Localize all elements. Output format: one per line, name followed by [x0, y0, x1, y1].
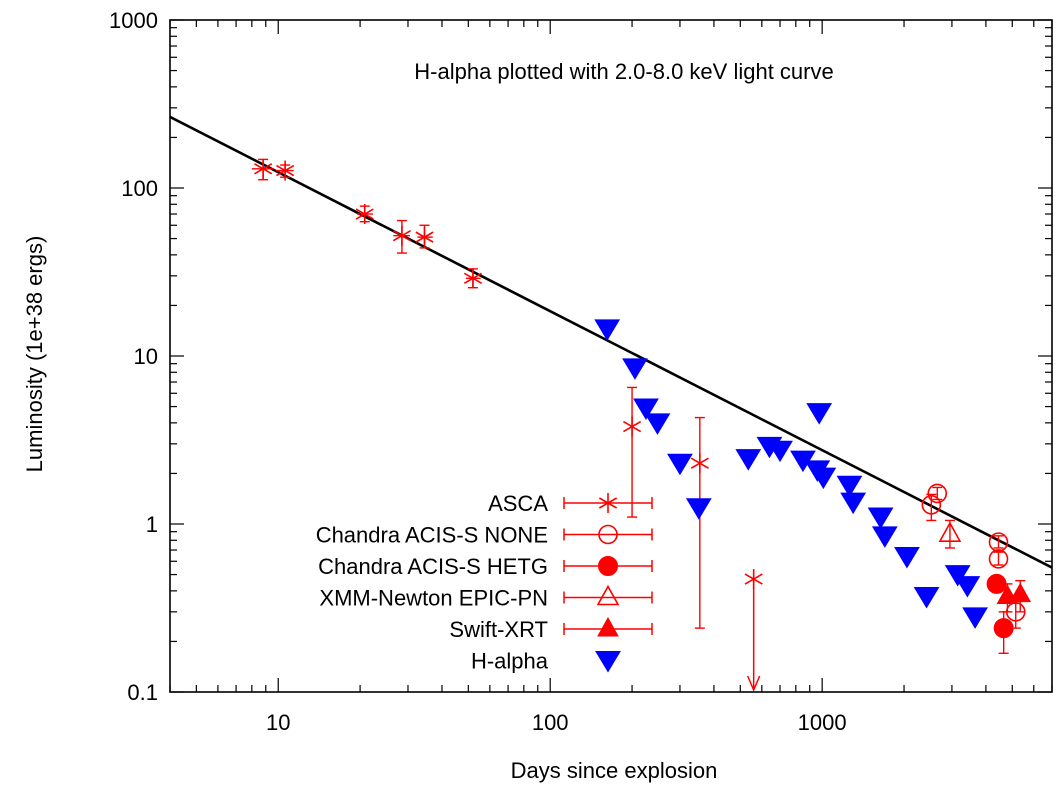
legend-label-swift-xrt: Swift-XRT [449, 617, 548, 642]
h-alpha-point [954, 576, 981, 598]
legend-label-asca: ASCA [488, 491, 548, 516]
x-tick-label: 100 [532, 710, 569, 735]
h-alpha-point [644, 413, 671, 435]
chandra-acis-s-none-point [988, 532, 1009, 552]
asca-point [744, 569, 763, 590]
chandra-acis-s-none-point [988, 549, 1009, 569]
chandra-acis-s-none-point [921, 495, 942, 515]
asca-point [254, 158, 273, 179]
asca-upper-limit-arrowhead [746, 675, 761, 692]
h-alpha-point [633, 398, 659, 421]
h-alpha-point [667, 453, 693, 476]
h-alpha-point [867, 507, 894, 530]
asca-point [276, 160, 295, 181]
y-tick-label: 0.1 [127, 680, 158, 705]
legend-marker-chandra-acis-s-none [598, 524, 618, 545]
asca-point [355, 204, 374, 225]
legend-marker-swift-xrt [597, 616, 619, 637]
h-alpha-point [871, 526, 898, 548]
power-law-fit-line [170, 115, 1052, 569]
y-tick-label: 1 [146, 512, 158, 537]
chart-annotation: H-alpha plotted with 2.0-8.0 keV light c… [414, 59, 833, 84]
legend-marker-chandra-acis-s-hetg [598, 556, 618, 576]
swift-xrt-point [1009, 582, 1032, 603]
chandra-acis-s-none-point [927, 483, 948, 504]
legend-label-xmm-newton-epic-pn: XMM-Newton EPIC-PN [319, 586, 548, 611]
asca-point [690, 453, 709, 474]
h-alpha-point [685, 498, 712, 520]
x-tick-label: 10 [266, 710, 290, 735]
x-axis-title: Days since explosion [511, 758, 718, 783]
chandra-acis-s-hetg-point [993, 618, 1014, 639]
legend-marker-h-alpha [595, 651, 621, 673]
legend-label-h-alpha: H-alpha [471, 649, 549, 674]
h-alpha-point [806, 403, 833, 425]
h-alpha-point [894, 547, 920, 569]
h-alpha-point [944, 565, 971, 587]
x-tick-label: 1000 [798, 710, 847, 735]
y-tick-label: 10 [134, 344, 158, 369]
h-alpha-point [767, 440, 793, 463]
h-alpha-point [840, 492, 867, 515]
h-alpha-point [962, 607, 988, 629]
h-alpha-point [810, 467, 837, 490]
asca-point [392, 225, 411, 246]
y-axis-title: Luminosity (1e+38 ergs) [22, 236, 47, 473]
asca-point [463, 268, 483, 289]
asca-point [415, 227, 434, 248]
asca-point [623, 416, 642, 437]
plot-area [170, 115, 1052, 692]
y-tick-label: 100 [121, 176, 158, 201]
xmm-newton-epic-pn-point [938, 521, 962, 542]
legend-label-chandra-acis-s-none: Chandra ACIS-S NONE [316, 523, 548, 548]
y-tick-label: 1000 [109, 8, 158, 33]
legend-marker-asca [598, 493, 618, 513]
h-alpha-point [735, 449, 762, 471]
h-alpha-point [594, 319, 621, 341]
h-alpha-point [622, 358, 648, 380]
legend-label-chandra-acis-s-hetg: Chandra ACIS-S HETG [318, 554, 548, 579]
h-alpha-point [836, 475, 863, 498]
legend-marker-xmm-newton-epic-pn [596, 584, 620, 606]
h-alpha-point [913, 587, 940, 609]
